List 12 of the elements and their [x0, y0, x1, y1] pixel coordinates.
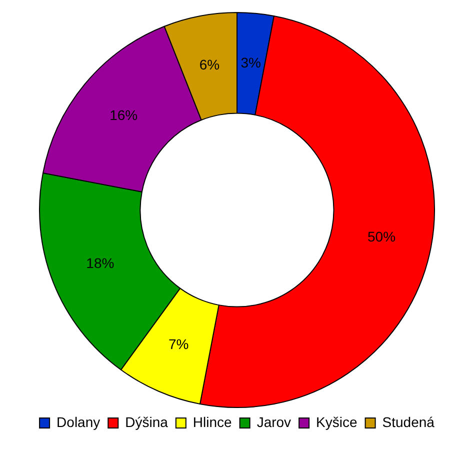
legend-label: Studená [382, 414, 435, 430]
data-label: 6% [199, 56, 220, 72]
legend-label: Kyšice [316, 414, 358, 430]
data-label: 3% [240, 54, 261, 70]
data-label: 16% [110, 107, 138, 124]
data-label: 7% [168, 336, 189, 352]
legend-label: Dýšina [125, 414, 168, 430]
legend-label: Hlince [192, 414, 232, 430]
data-label: 18% [86, 255, 114, 272]
legend-label: Dolany [56, 414, 100, 430]
data-label: 50% [368, 228, 396, 244]
legend-label: Jarov [256, 414, 292, 430]
